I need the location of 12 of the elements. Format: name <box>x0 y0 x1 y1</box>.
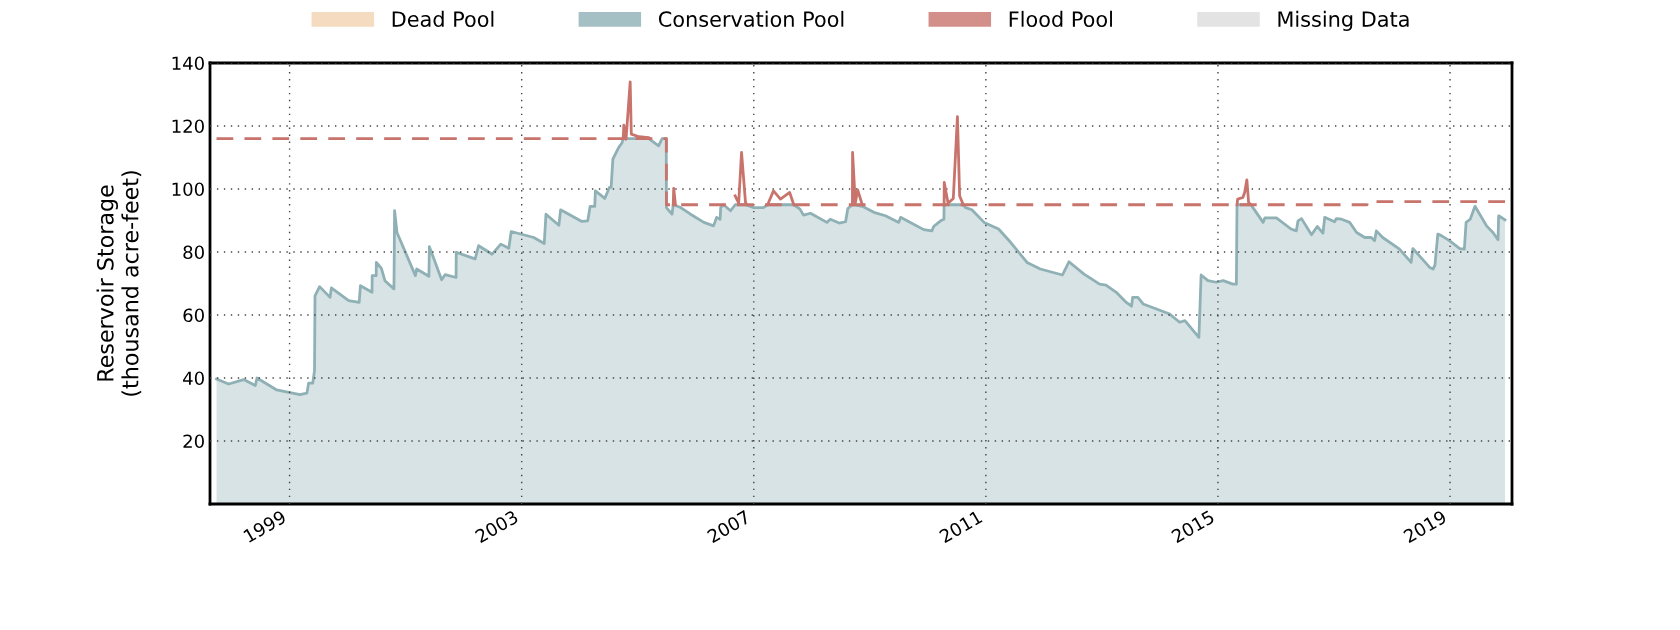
y-tick-label: 80 <box>183 245 204 260</box>
legend-label: Missing Data <box>1278 10 1409 32</box>
y-tick-label: 40 <box>183 371 204 386</box>
legend-label: Flood Pool <box>1009 10 1112 27</box>
legend-label: Dead Pool <box>392 10 494 27</box>
y-tick-label: 140 <box>172 56 204 71</box>
y-axis-title: Reservoir Storage (thousand acre-feet) <box>96 171 142 396</box>
y-tick-label: 20 <box>183 434 204 449</box>
y-tick-label: 100 <box>172 182 204 197</box>
y-tick-label: 60 <box>183 308 204 323</box>
legend-label: Conservation Pool <box>658 10 844 27</box>
y-tick-label: 120 <box>172 119 204 134</box>
